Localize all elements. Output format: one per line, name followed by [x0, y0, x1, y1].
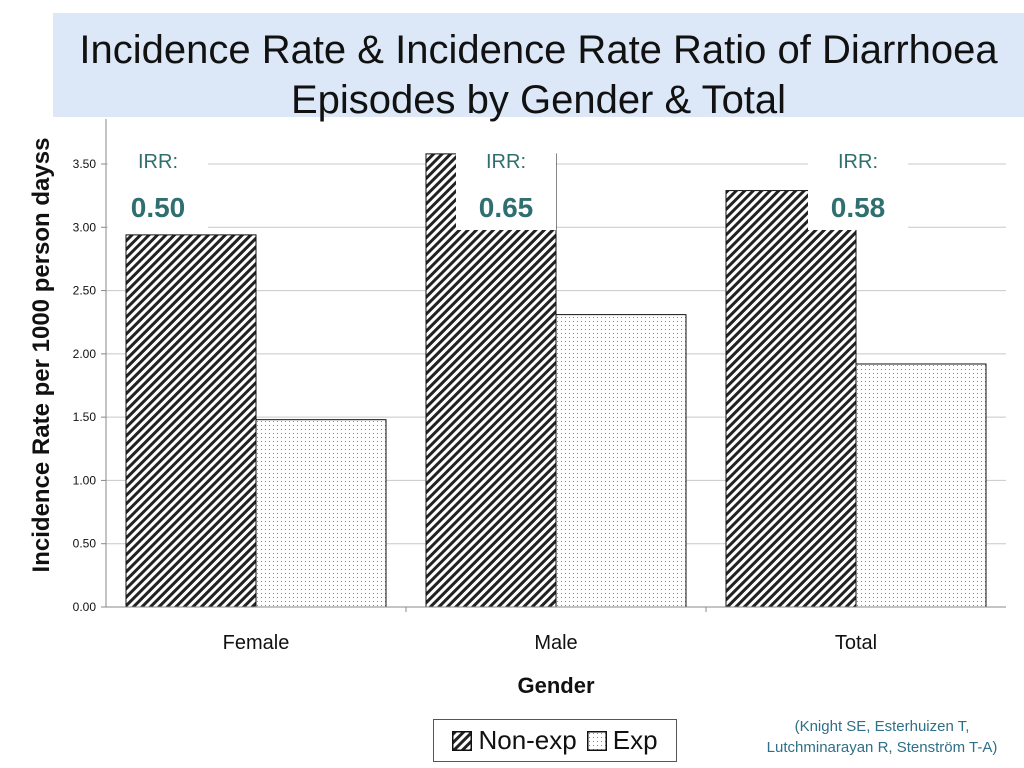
chart-title: Incidence Rate & Incidence Rate Ratio of… [79, 28, 998, 122]
legend-item-non-exp: Non-exp [452, 725, 577, 756]
citation-line-2: Lutchminarayan R, Stenström T-A) [766, 739, 998, 756]
x-tick-label: Male [534, 632, 577, 654]
y-tick-label: 1.00 [73, 473, 97, 487]
irr-annotation-box [808, 146, 908, 230]
citation-line-1: (Knight SE, Esterhuizen T, [794, 718, 970, 735]
legend-label-exp: Exp [612, 725, 658, 755]
legend-label-non-exp: Non-exp [478, 725, 577, 755]
irr-annotation-value: 0.58 [831, 192, 886, 223]
bar-exp-total [855, 363, 987, 608]
y-tick-label: 0.50 [73, 537, 97, 551]
irr-annotation-label: IRR: [838, 151, 878, 173]
legend: Non-exp Exp [433, 719, 677, 762]
y-tick-label: 3.00 [73, 220, 97, 234]
irr-annotation-box [456, 146, 556, 230]
irr-annotation-value: 0.65 [479, 192, 534, 223]
irr-annotation-value: 0.50 [131, 192, 186, 223]
irr-annotation-label: IRR: [486, 151, 526, 173]
y-tick-label: 1.50 [73, 410, 97, 424]
x-tick-label: Female [223, 632, 290, 654]
y-tick-label: 0.00 [73, 600, 97, 614]
title-banner: Incidence Rate & Incidence Rate Ratio of… [53, 13, 1024, 122]
irr-annotation-box [108, 146, 208, 230]
bar-exp-male [555, 314, 687, 608]
legend-item-exp: Exp [586, 725, 658, 756]
y-axis-label: Incidence Rate per 1000 person dayss [28, 138, 55, 573]
x-tick-label: Total [835, 632, 877, 654]
y-tick-label: 3.50 [73, 157, 97, 171]
bar-non-exp-total [725, 190, 857, 608]
legend-swatch-exp [586, 730, 607, 751]
legend-swatch-non-exp [452, 730, 473, 751]
bar-exp-female [255, 419, 387, 608]
y-tick-label: 2.00 [73, 347, 97, 361]
bar-non-exp-female [125, 234, 257, 608]
x-axis-label: Gender [517, 673, 594, 698]
citation: (Knight SE, Esterhuizen T, Lutchminaraya… [740, 716, 1024, 758]
irr-annotation-label: IRR: [138, 151, 178, 173]
y-tick-label: 2.50 [73, 284, 97, 298]
